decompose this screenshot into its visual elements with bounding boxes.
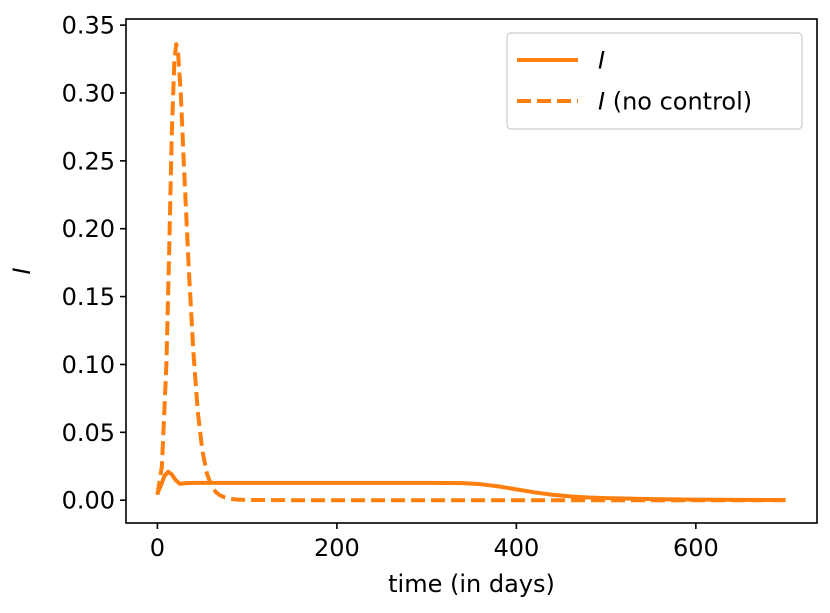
series-line-no-control xyxy=(155,42,786,503)
y-tick-label: 0.05 xyxy=(62,419,115,447)
series-layer xyxy=(155,42,786,503)
y-tick-label: 0.15 xyxy=(62,283,115,311)
legend-label: I xyxy=(598,47,605,75)
legend-entries: II (no control) xyxy=(517,47,752,116)
x-tick-label: 400 xyxy=(493,534,539,562)
y-tick-label: 0.25 xyxy=(62,147,115,175)
x-tick-label: 200 xyxy=(314,534,360,562)
y-tick-label: 0.20 xyxy=(62,215,115,243)
y-tick-label: 0.00 xyxy=(62,487,115,515)
x-tick-label: 0 xyxy=(150,534,165,562)
series-line-controlled xyxy=(155,469,786,503)
y-tick-label: 0.30 xyxy=(62,79,115,107)
plot-frame xyxy=(125,18,818,524)
legend-label-symbol: I xyxy=(598,88,605,116)
legend-label: I (no control) xyxy=(598,88,752,116)
y-tick-label: 0.10 xyxy=(62,351,115,379)
y-tick-label: 0.35 xyxy=(62,12,115,40)
ticks-layer: 0 200 400 600 0.00 0.05 0.10 0.15 0.20 0.25 0.30 0.… xyxy=(62,12,719,562)
x-axis-label: time (in days) xyxy=(388,570,555,598)
y-axis-label: I xyxy=(8,267,36,274)
legend: II (no control) xyxy=(506,32,803,130)
x-tick-label: 600 xyxy=(673,534,719,562)
legend-label-symbol: I xyxy=(598,47,605,75)
legend-box xyxy=(506,32,803,130)
legend-label-suffix: (no control) xyxy=(605,88,752,116)
